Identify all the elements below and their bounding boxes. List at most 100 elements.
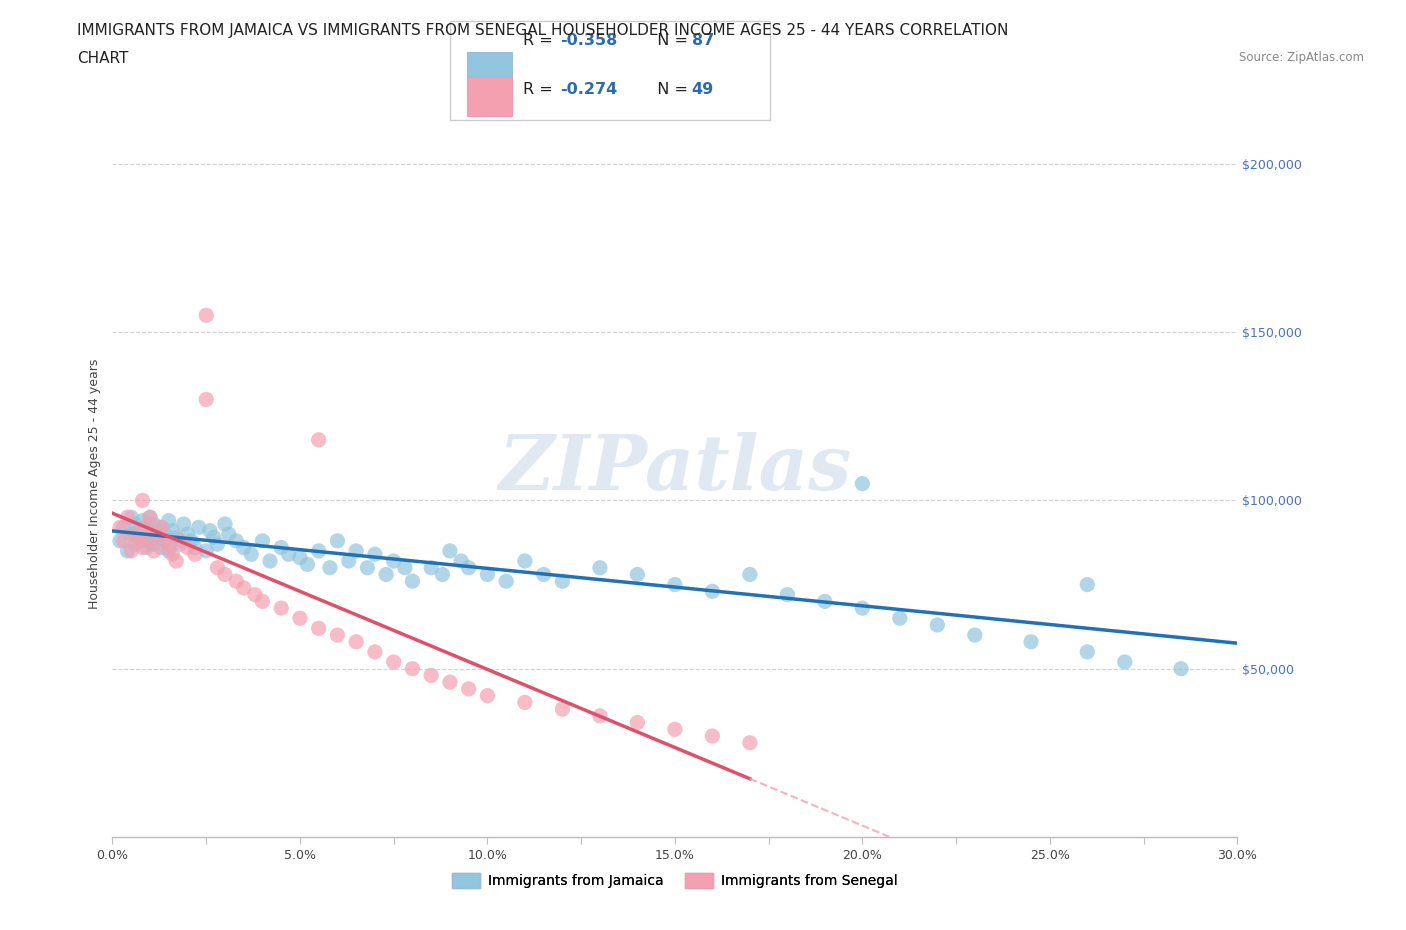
Point [124,537,146,551]
Point [218,526,240,541]
Text: ZIPatlas: ZIPatlas [498,432,852,507]
Point [187,520,209,535]
Point [495,574,517,589]
Point [184,540,207,555]
Point [277,547,299,562]
Text: IMMIGRANTS FROM JAMAICA VS IMMIGRANTS FROM SENEGAL HOUSEHOLDER INCOME AGES 25 - : IMMIGRANTS FROM JAMAICA VS IMMIGRANTS FR… [77,23,1008,38]
Point [157,513,180,528]
Point [356,560,378,575]
Point [198,524,221,538]
Point [131,534,153,549]
Point [776,587,799,602]
Point [108,520,131,535]
Point [117,543,139,558]
Point [184,547,207,562]
Point [450,553,472,568]
Point [364,547,387,562]
Point [337,553,360,568]
Point [963,628,986,643]
Point [162,524,184,538]
Point [533,567,555,582]
Point [153,534,176,549]
Point [162,547,184,562]
Point [626,715,648,730]
Point [153,534,176,549]
Point [344,634,367,649]
Point [214,516,236,531]
Point [135,520,157,535]
Point [108,534,131,549]
Point [128,534,150,549]
Point [124,526,146,541]
Point [252,534,274,549]
Point [146,524,169,538]
Point [308,432,330,447]
Point [214,567,236,582]
Point [927,618,949,632]
Point [288,611,311,626]
Point [207,537,229,551]
Point [439,543,461,558]
Point [150,520,173,535]
Point [142,516,165,531]
Legend: Immigrants from Jamaica, Immigrants from Senegal: Immigrants from Jamaica, Immigrants from… [447,868,903,894]
Text: -0.274: -0.274 [560,83,617,98]
Point [401,574,423,589]
Text: 49: 49 [692,83,714,98]
Point [173,516,195,531]
Point [131,513,153,528]
Point [153,526,176,541]
Point [157,540,180,555]
Point [180,534,202,549]
Point [207,560,229,575]
Point [142,543,165,558]
Point [702,728,724,743]
Point [139,526,162,541]
Y-axis label: Householder Income Ages 25 - 44 years: Householder Income Ages 25 - 44 years [89,358,101,609]
Point [165,530,187,545]
Point [364,644,387,659]
Point [139,534,162,549]
Point [169,537,191,551]
Point [308,621,330,636]
Point [589,560,612,575]
Point [120,543,142,558]
Text: -0.358: -0.358 [560,33,617,48]
Point [146,530,169,545]
Text: N =: N = [647,83,693,98]
Point [401,661,423,676]
Point [117,510,139,525]
Polygon shape [467,52,512,95]
Point [344,543,367,558]
Point [738,736,761,751]
Point [120,510,142,525]
Point [477,688,499,703]
Text: Source: ZipAtlas.com: Source: ZipAtlas.com [1239,51,1364,64]
Point [252,594,274,609]
Point [120,526,142,541]
Point [131,540,153,555]
Point [131,493,153,508]
Point [176,540,198,555]
Text: N =: N = [647,33,693,48]
Point [382,655,405,670]
Point [176,526,198,541]
Point [165,553,187,568]
Point [308,543,330,558]
Point [664,722,686,737]
Point [851,476,873,491]
Point [135,520,157,535]
Point [157,543,180,558]
Point [297,557,319,572]
Point [394,560,416,575]
Point [243,587,266,602]
Point [112,520,135,535]
Point [270,540,292,555]
Point [139,534,162,549]
Point [664,578,686,592]
Point [326,534,349,549]
Polygon shape [450,20,770,120]
Point [319,560,342,575]
Point [457,560,479,575]
Point [513,695,536,710]
